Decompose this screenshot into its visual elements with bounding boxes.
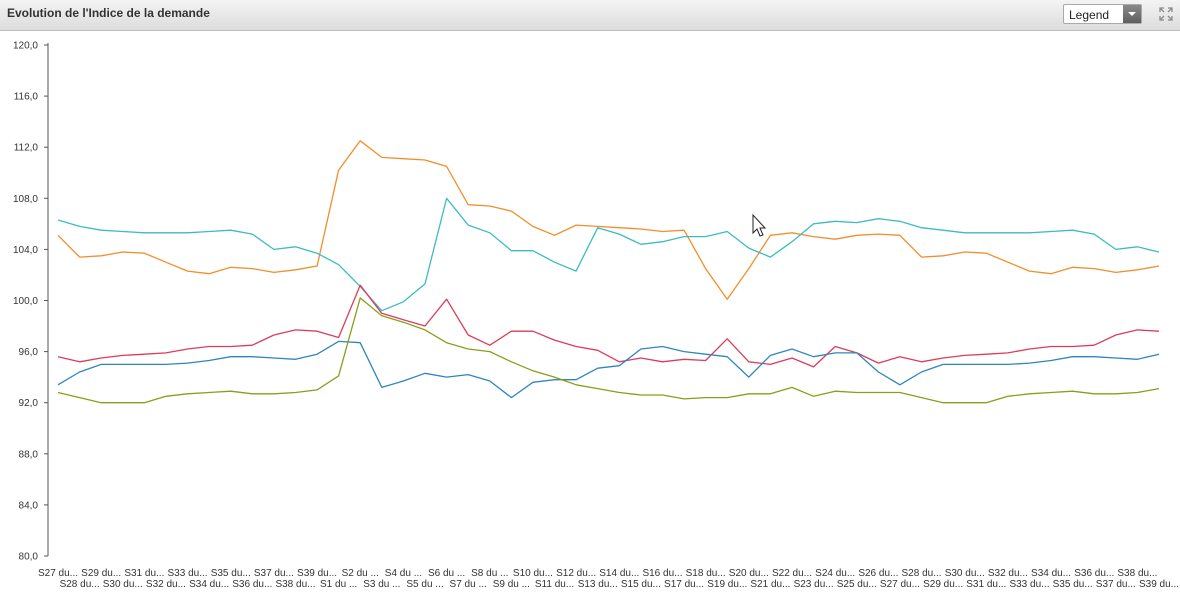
y-tick-label: 84,0 xyxy=(19,500,39,511)
x-tick-label: S6 du ... xyxy=(428,568,465,579)
x-tick-label: S25 du... xyxy=(837,579,877,590)
x-tick-label: S27 du... xyxy=(880,579,920,590)
x-tick-label: S15 du... xyxy=(621,579,661,590)
x-tick-label: S5 du ... xyxy=(406,579,443,590)
x-tick-label: S1 du ... xyxy=(320,579,357,590)
x-axis: S27 du...S28 du...S29 du...S30 du...S31 … xyxy=(38,568,1179,590)
series-line-4[interactable] xyxy=(57,340,1160,399)
series-lines xyxy=(57,140,1160,404)
x-tick-label: S3 du ... xyxy=(363,579,400,590)
y-tick-label: 80,0 xyxy=(19,552,39,563)
y-tick-label: 96,0 xyxy=(19,347,39,358)
x-tick-label: S34 du... xyxy=(189,579,229,590)
x-tick-label: S28 du... xyxy=(60,579,100,590)
x-tick-label: S32 du... xyxy=(988,568,1028,579)
x-tick-label: S39 du... xyxy=(297,568,337,579)
x-tick-label: S27 du... xyxy=(38,568,78,579)
x-tick-label: S34 du... xyxy=(1031,568,1071,579)
y-tick-label: 88,0 xyxy=(19,449,39,460)
x-tick-label: S29 du... xyxy=(81,568,121,579)
x-tick-label: S37 du... xyxy=(1096,579,1136,590)
chart-title: Evolution de l'Indice de la demande xyxy=(7,6,210,20)
x-tick-label: S10 du... xyxy=(513,568,553,579)
x-tick-label: S39 du... xyxy=(1139,579,1179,590)
x-tick-label: S19 du... xyxy=(707,579,747,590)
legend-dropdown-label: Legend xyxy=(1069,8,1110,22)
series-line-1[interactable] xyxy=(57,140,1160,300)
x-tick-label: S37 du... xyxy=(254,568,294,579)
x-tick-label: S31 du... xyxy=(124,568,164,579)
y-tick-label: 92,0 xyxy=(19,398,39,409)
x-tick-label: S24 du... xyxy=(815,568,855,579)
y-tick-label: 104,0 xyxy=(13,245,38,256)
x-tick-label: S14 du... xyxy=(599,568,639,579)
x-tick-label: S29 du... xyxy=(923,579,963,590)
x-tick-label: S22 du... xyxy=(772,568,812,579)
x-tick-label: S36 du... xyxy=(1074,568,1114,579)
y-tick-label: 108,0 xyxy=(13,194,38,205)
x-tick-label: S33 du... xyxy=(1009,579,1049,590)
x-tick-label: S30 du... xyxy=(103,579,143,590)
legend-dropdown[interactable]: Legend xyxy=(1063,4,1142,24)
x-tick-label: S16 du... xyxy=(642,568,682,579)
x-tick-label: S38 du... xyxy=(275,579,315,590)
x-tick-label: S7 du ... xyxy=(450,579,487,590)
x-tick-label: S2 du ... xyxy=(342,568,379,579)
x-tick-label: S33 du... xyxy=(168,568,208,579)
x-tick-label: S18 du... xyxy=(686,568,726,579)
x-tick-label: S35 du... xyxy=(1053,579,1093,590)
x-tick-label: S13 du... xyxy=(578,579,618,590)
y-axis: 80,0 84,0 88,0 92,0 96,0 100,0 104,0 108,0 112,0… xyxy=(13,41,49,563)
y-tick-label: 120,0 xyxy=(13,41,38,52)
x-tick-label: S4 du ... xyxy=(385,568,422,579)
x-tick-label: S26 du... xyxy=(858,568,898,579)
x-tick-label: S8 du ... xyxy=(471,568,508,579)
x-tick-label: S9 du ... xyxy=(493,579,530,590)
x-tick-label: S32 du... xyxy=(146,579,186,590)
chevron-down-icon[interactable] xyxy=(1123,5,1141,23)
x-tick-label: S11 du... xyxy=(535,579,574,590)
series-line-2[interactable] xyxy=(57,197,1160,312)
y-tick-label: 100,0 xyxy=(13,296,38,307)
x-tick-label: S12 du... xyxy=(556,568,596,579)
x-tick-label: S21 du... xyxy=(750,579,790,590)
series-line-3[interactable] xyxy=(57,284,1160,368)
y-tick-label: 116,0 xyxy=(14,92,39,103)
x-tick-label: S35 du... xyxy=(211,568,251,579)
x-tick-label: S23 du... xyxy=(794,579,834,590)
x-tick-label: S36 du... xyxy=(232,579,272,590)
x-tick-label: S28 du... xyxy=(902,568,942,579)
series-line-5[interactable] xyxy=(57,297,1160,404)
line-chart: 80,0 84,0 88,0 92,0 96,0 100,0 104,0 108,0 112,0… xyxy=(13,41,1179,591)
x-tick-label: S30 du... xyxy=(945,568,985,579)
x-tick-label: S31 du... xyxy=(966,579,1006,590)
expand-icon[interactable] xyxy=(1158,6,1174,22)
mouse-pointer-icon xyxy=(752,213,767,237)
panel-header: Evolution de l'Indice de la demande Lege… xyxy=(0,0,1180,31)
x-tick-label: S38 du... xyxy=(1117,568,1157,579)
x-tick-label: S17 du... xyxy=(664,579,704,590)
x-tick-label: S20 du... xyxy=(729,568,769,579)
y-tick-label: 112,0 xyxy=(14,143,39,154)
